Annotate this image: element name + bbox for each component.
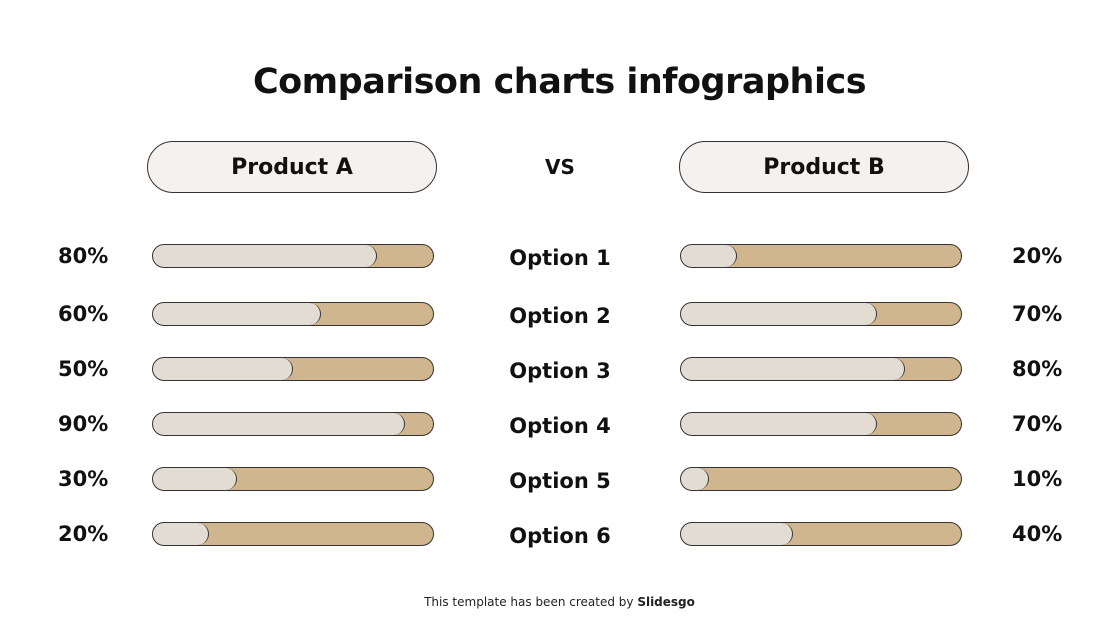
product-a-bar: [152, 244, 434, 268]
product-a-bar-fill: [153, 303, 321, 325]
option-label: Option 5: [509, 469, 611, 493]
product-a-bar: [152, 412, 434, 436]
footer-brand: Slidesgo: [637, 595, 695, 609]
comparison-row: 60% Option 2 70%: [0, 302, 1119, 328]
comparison-row: 30% Option 5 10%: [0, 467, 1119, 493]
option-label: Option 2: [509, 304, 611, 328]
product-a-bar-fill: [153, 413, 405, 435]
option-label: Option 1: [509, 246, 611, 270]
product-a-percent: 60%: [58, 302, 109, 326]
product-b-label: Product B: [763, 154, 885, 180]
product-a-percent: 20%: [58, 522, 109, 546]
option-label: Option 6: [509, 524, 611, 548]
product-b-bar-fill: [681, 468, 709, 490]
product-b-percent: 20%: [1012, 244, 1063, 268]
product-b-bar-fill: [681, 303, 877, 325]
option-label: Option 3: [509, 359, 611, 383]
product-a-percent: 80%: [58, 244, 109, 268]
product-b-bar: [680, 412, 962, 436]
footer: This template has been created by Slides…: [0, 595, 1119, 609]
comparison-row: 90% Option 4 70%: [0, 412, 1119, 438]
product-a-header: Product A: [147, 141, 437, 193]
option-label: Option 4: [509, 414, 611, 438]
product-a-bar: [152, 522, 434, 546]
product-b-percent: 80%: [1012, 357, 1063, 381]
comparison-row: 50% Option 3 80%: [0, 357, 1119, 383]
product-b-bar: [680, 302, 962, 326]
comparison-row: 20% Option 6 40%: [0, 522, 1119, 548]
product-a-bar: [152, 357, 434, 381]
product-b-header: Product B: [679, 141, 969, 193]
product-a-bar: [152, 302, 434, 326]
product-a-percent: 90%: [58, 412, 109, 436]
product-b-percent: 40%: [1012, 522, 1063, 546]
product-a-bar: [152, 467, 434, 491]
product-b-bar: [680, 522, 962, 546]
page-title: Comparison charts infographics: [252, 62, 867, 102]
product-a-bar-fill: [153, 468, 237, 490]
product-a-bar-fill: [153, 358, 293, 380]
product-b-bar: [680, 244, 962, 268]
product-b-percent: 70%: [1012, 302, 1063, 326]
product-a-percent: 30%: [58, 467, 109, 491]
product-b-bar-fill: [681, 358, 905, 380]
product-b-bar-fill: [681, 523, 793, 545]
product-a-label: Product A: [231, 154, 353, 180]
product-b-bar: [680, 357, 962, 381]
product-b-bar-fill: [681, 413, 877, 435]
product-b-percent: 70%: [1012, 412, 1063, 436]
footer-text: This template has been created by: [424, 595, 638, 609]
product-a-bar-fill: [153, 523, 209, 545]
product-b-bar: [680, 467, 962, 491]
product-a-percent: 50%: [58, 357, 109, 381]
comparison-row: 80% Option 1 20%: [0, 244, 1119, 270]
product-a-bar-fill: [153, 245, 377, 267]
product-b-percent: 10%: [1012, 467, 1063, 491]
product-b-bar-fill: [681, 245, 737, 267]
vs-label: VS: [545, 155, 575, 179]
